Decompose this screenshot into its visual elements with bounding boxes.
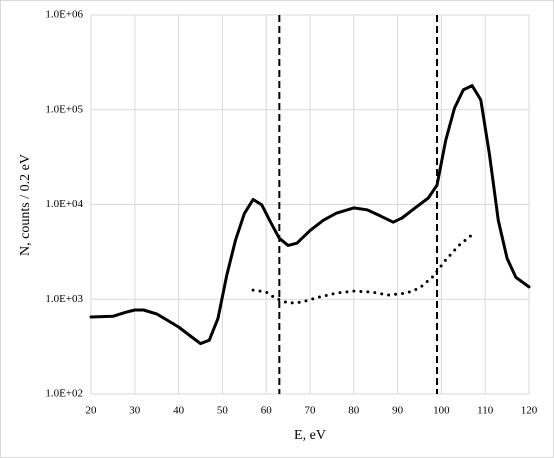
x-axis-title: E, eV — [294, 428, 326, 443]
x-tick-label: 50 — [217, 405, 229, 417]
x-tick-label: 40 — [173, 405, 185, 417]
y-tick-label: 1.0E+03 — [45, 293, 83, 305]
plot-frame — [90, 14, 530, 395]
y-axis-title: N, counts / 0.2 eV — [18, 154, 33, 256]
x-tick-label: 110 — [477, 405, 494, 417]
x-tick-label: 70 — [305, 405, 317, 417]
x-tick-label: 120 — [521, 405, 538, 417]
y-tick-label: 1.0E+02 — [45, 388, 83, 400]
x-tick-label: 80 — [348, 405, 360, 417]
series-line — [89, 84, 531, 346]
x-tick-label: 100 — [433, 405, 450, 417]
y-tick-label: 1.0E+04 — [45, 198, 83, 210]
y-tick-label: 1.0E+05 — [45, 103, 83, 115]
x-tick-label: 30 — [129, 405, 141, 417]
x-tick-label: 90 — [392, 405, 404, 417]
x-tick-label: 60 — [261, 405, 273, 417]
x-tick-label: 20 — [86, 405, 98, 417]
y-tick-label: 1.0E+06 — [45, 9, 83, 21]
